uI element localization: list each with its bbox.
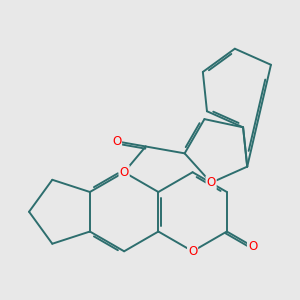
Text: O: O bbox=[248, 240, 257, 253]
Text: O: O bbox=[119, 166, 129, 179]
Text: O: O bbox=[206, 176, 216, 189]
Text: O: O bbox=[188, 245, 197, 258]
Text: O: O bbox=[112, 135, 121, 148]
